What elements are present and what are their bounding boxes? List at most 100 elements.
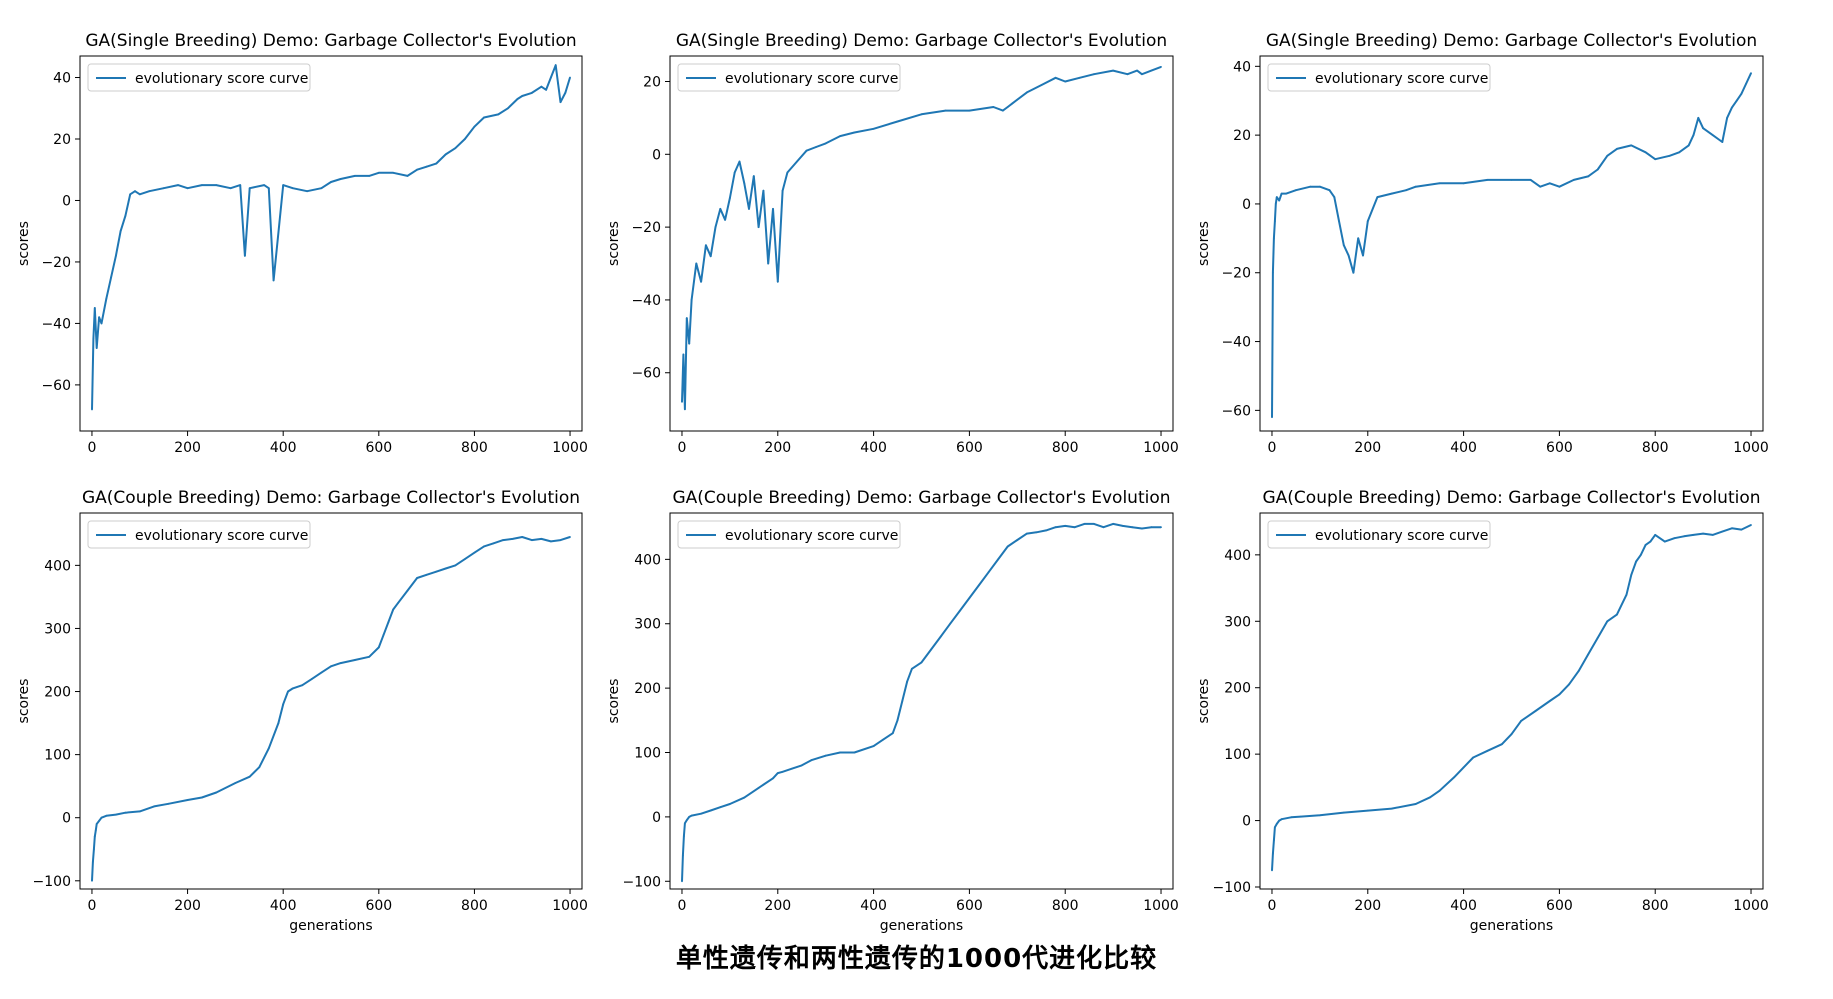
data-point <box>454 147 457 150</box>
data-point <box>1692 134 1695 137</box>
data-point <box>1362 254 1364 257</box>
data-point <box>1405 189 1407 192</box>
data-point <box>920 661 923 664</box>
data-point <box>382 633 385 636</box>
data-point <box>320 671 323 674</box>
data-point <box>1285 192 1288 195</box>
data-point <box>516 98 519 100</box>
data-point <box>681 401 683 403</box>
y-tick-label: 0 <box>1242 814 1251 830</box>
data-point <box>320 187 323 190</box>
data-point <box>95 823 98 825</box>
data-point <box>277 722 280 724</box>
y-tick-label: −20 <box>41 255 71 271</box>
data-point <box>1596 637 1599 639</box>
data-point <box>1486 749 1489 752</box>
data-point <box>94 829 97 832</box>
x-tick-label: 0 <box>678 440 687 456</box>
x-tick-label: 400 <box>1450 440 1477 456</box>
data-point <box>1333 196 1336 199</box>
data-point <box>95 347 98 349</box>
legend-label: evolutionary score curve <box>725 71 898 87</box>
data-point <box>1273 839 1275 842</box>
chart-6: GA(Couple Breeding) Demo: Garbage Collec… <box>1196 488 1769 934</box>
data-point <box>752 175 755 178</box>
legend-label: evolutionary score curve <box>1315 528 1488 544</box>
data-point <box>248 187 251 190</box>
series-line <box>681 65 1162 411</box>
legend-label: evolutionary score curve <box>1315 71 1488 87</box>
x-tick-label: 600 <box>956 898 983 914</box>
data-point <box>1274 203 1277 205</box>
data-point <box>387 621 390 623</box>
data-point <box>239 184 242 187</box>
data-point <box>91 879 93 882</box>
data-point <box>1596 168 1599 171</box>
data-point <box>684 822 686 825</box>
data-point <box>354 659 356 661</box>
data-point <box>853 751 856 754</box>
legend: evolutionary score curve <box>87 63 311 92</box>
data-point <box>1558 185 1561 188</box>
x-tick-label: 800 <box>1052 440 1079 456</box>
data-point <box>92 337 95 340</box>
data-point <box>796 160 798 163</box>
data-point <box>1726 117 1728 119</box>
data-point <box>1606 620 1609 623</box>
legend-label: evolutionary score curve <box>135 71 308 87</box>
data-point <box>530 92 533 94</box>
data-point <box>776 280 779 283</box>
data-point <box>1510 179 1513 181</box>
data-point <box>1275 823 1278 825</box>
data-point <box>1414 185 1417 188</box>
data-point <box>853 131 856 134</box>
data-point <box>392 608 395 611</box>
data-point <box>1160 66 1162 68</box>
data-point <box>896 719 899 722</box>
y-axis-label: scores <box>16 679 32 724</box>
legend: evolutionary score curve <box>1267 63 1491 92</box>
data-point <box>282 184 285 187</box>
y-tick-label: 0 <box>62 811 71 827</box>
data-point <box>100 816 103 819</box>
y-tick-label: 400 <box>44 558 71 574</box>
data-point <box>709 255 712 258</box>
chart-5: GA(Couple Breeding) Demo: Garbage Collec… <box>606 488 1179 934</box>
x-tick-label: 200 <box>764 440 791 456</box>
legend-box <box>1267 63 1491 92</box>
data-point <box>311 678 313 680</box>
data-point <box>1558 693 1561 696</box>
data-point <box>800 764 803 767</box>
data-point <box>301 684 304 687</box>
data-point <box>719 806 722 809</box>
y-tick-label: −40 <box>41 316 71 332</box>
data-point <box>201 796 203 799</box>
data-point <box>1093 523 1095 525</box>
data-point <box>1654 158 1657 161</box>
data-point <box>1745 82 1748 85</box>
data-point <box>138 810 141 813</box>
data-point <box>1073 526 1076 529</box>
data-point <box>810 759 813 762</box>
plot-frame <box>1259 512 1764 890</box>
data-point <box>1414 803 1417 805</box>
data-point <box>1045 529 1047 532</box>
data-point <box>368 175 371 177</box>
x-tick-label: 0 <box>1268 898 1277 914</box>
data-point <box>958 610 961 612</box>
y-tick-label: 0 <box>62 193 71 209</box>
legend: evolutionary score curve <box>677 63 901 92</box>
data-point <box>1274 220 1276 223</box>
x-tick-label: 600 <box>365 898 392 914</box>
data-point <box>978 584 980 586</box>
y-axis-label: scores <box>606 221 622 266</box>
y-tick-label: 200 <box>44 685 71 701</box>
y-tick-label: 0 <box>1242 197 1251 213</box>
data-point <box>1275 196 1278 199</box>
series-line <box>91 64 571 410</box>
data-point <box>1577 670 1580 672</box>
x-tick-label: 1000 <box>1733 440 1769 456</box>
data-point <box>569 536 571 538</box>
data-point <box>1520 720 1522 722</box>
x-axis-label: generations <box>289 918 372 934</box>
